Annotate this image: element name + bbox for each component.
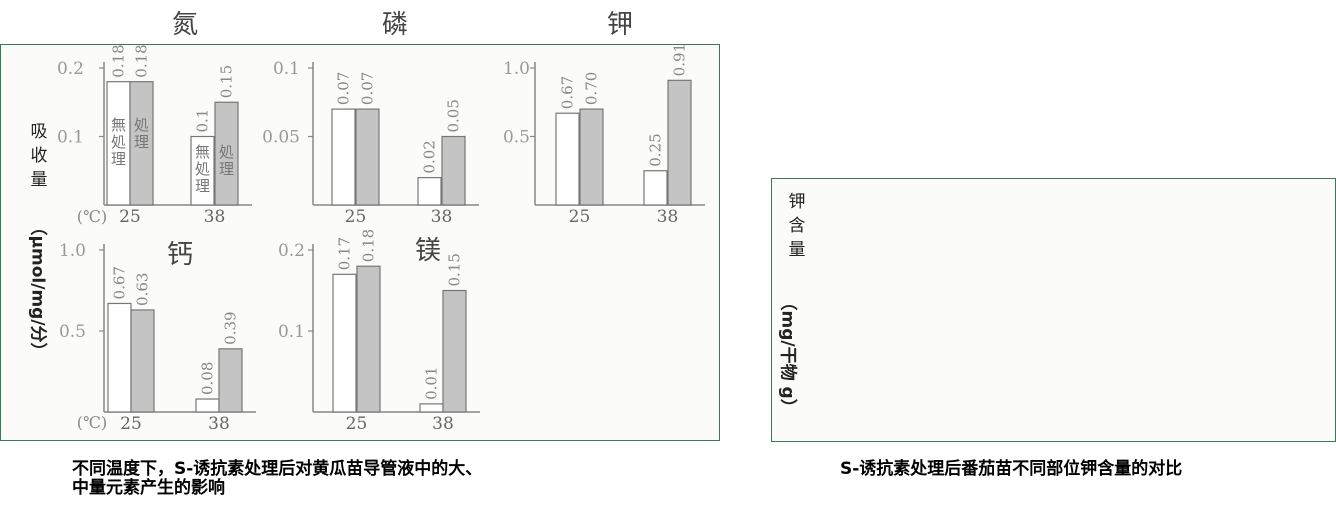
nitrogen-series-name-char: 無 [195,143,210,161]
nitrogen-y-tick-label: 0.2 [57,59,84,79]
left-caption-line2: 中量元素产生的影响 [72,478,225,498]
calcium-bar [195,398,220,413]
panel-title-potassium: 钾 [606,10,633,40]
nitrogen-series-name-char: 理 [195,177,210,195]
calcium-y-tick-label: 1.0 [59,241,86,261]
nitrogen-y-tick-label: 0.1 [57,128,84,148]
phosphorus-data-label: 0.02 [421,140,439,173]
phosphorus-y-tick-label: 0.1 [273,59,300,79]
potassium-data-label: 0.67 [559,76,577,109]
potassium-category-label: 25 [569,207,591,227]
nitrogen-series-name-char: 処 [219,143,234,161]
calcium-temp-unit: (℃) [77,413,107,432]
left-caption-line1: 不同温度下，S-诱抗素处理后对黄瓜苗导管液中的大、 [72,459,483,479]
calcium-category-label: 38 [208,414,230,434]
panel-title-phosphorus: 磷 [381,10,408,40]
magnesium-data-label: 0.18 [360,229,378,262]
left-caption: 不同温度下，S-诱抗素处理后对黄瓜苗导管液中的大、 中量元素产生的影响 [72,460,482,498]
calcium-data-label: 0.39 [222,311,240,344]
right-unit-text: mg/干物 g [777,310,798,399]
nitrogen-series-name-char: 理 [219,160,234,178]
nitrogen-series-name-char: 無 [111,116,126,134]
calcium-bar [218,348,243,413]
nitrogen-series-name-char: 処 [111,133,126,151]
calcium-data-label: 0.08 [199,362,217,395]
nitrogen-series-name-char: 処 [134,116,149,134]
phosphorus-bar [417,177,442,206]
magnesium-y-tick-label: 0.1 [278,322,305,342]
magnesium-bar [419,403,444,413]
calcium-y-tick-label: 0.5 [59,322,86,342]
phosphorus-y-tick-label: 0.05 [262,128,300,148]
phosphorus-data-label: 0.05 [445,99,463,132]
phosphorus-category-label: 25 [345,207,367,227]
nitrogen-data-label: 0.15 [218,65,236,98]
right-ylabel: 钾含量 [788,192,806,260]
nitrogen-data-label: 0.18 [133,44,151,77]
right-figure-frame [771,178,1336,442]
magnesium-bar [442,289,467,413]
potassium-bar [643,170,668,206]
potassium-bar [667,79,692,206]
potassium-bar [579,108,604,206]
nitrogen-temp-unit: (℃) [77,207,107,226]
nitrogen-data-label: 0.18 [110,44,128,77]
potassium-y-tick-label: 1.0 [503,59,530,79]
nitrogen-series-name-char: 理 [134,133,149,151]
panel-title-magnesium: 镁 [414,236,441,266]
phosphorus-bar [331,108,356,206]
calcium-bar [107,302,132,413]
magnesium-category-label: 38 [432,414,454,434]
potassium-y-tick-label: 0.5 [503,128,530,148]
potassium-data-label: 0.25 [647,133,665,166]
calcium-data-label: 0.67 [111,266,129,299]
magnesium-data-label: 0.15 [446,253,464,286]
potassium-data-label: 0.70 [583,72,601,105]
magnesium-data-label: 0.01 [423,366,441,399]
right-caption: S-诱抗素处理后番茄苗不同部位钾含量的对比 [840,459,1183,479]
nitrogen-bar [214,101,239,206]
magnesium-bar [332,273,357,413]
nitrogen-category-label: 38 [204,207,226,227]
potassium-category-label: 38 [657,207,679,227]
nitrogen-bar [129,81,154,206]
left-ylabel: 吸收量 [30,122,48,190]
phosphorus-bar [355,108,380,206]
phosphorus-data-label: 0.07 [335,72,353,105]
phosphorus-data-label: 0.07 [359,72,377,105]
nitrogen-bar [190,135,215,206]
phosphorus-category-label: 38 [431,207,453,227]
right-unit-paren-open: （ [777,293,798,311]
right-unit-paren-close: ） [777,398,798,416]
calcium-category-label: 25 [120,414,142,434]
nitrogen-series-name-char: 理 [111,150,126,168]
calcium-data-label: 0.63 [134,273,152,306]
nitrogen-data-label: 0.1 [194,109,212,133]
magnesium-bar [356,265,381,413]
potassium-data-label: 0.91 [671,43,689,76]
magnesium-data-label: 0.17 [336,237,354,270]
magnesium-category-label: 25 [346,414,368,434]
calcium-bar [130,309,155,413]
nitrogen-series-name-char: 処 [195,160,210,178]
magnesium-y-tick-label: 0.2 [278,241,305,261]
potassium-bar [555,112,580,206]
nitrogen-category-label: 25 [119,207,141,227]
panel-title-nitrogen: 氮 [171,10,198,40]
right-unit-label: （mg/干物 g） [777,293,803,416]
phosphorus-bar [441,135,466,206]
panel-title-calcium: 钙 [166,240,193,270]
